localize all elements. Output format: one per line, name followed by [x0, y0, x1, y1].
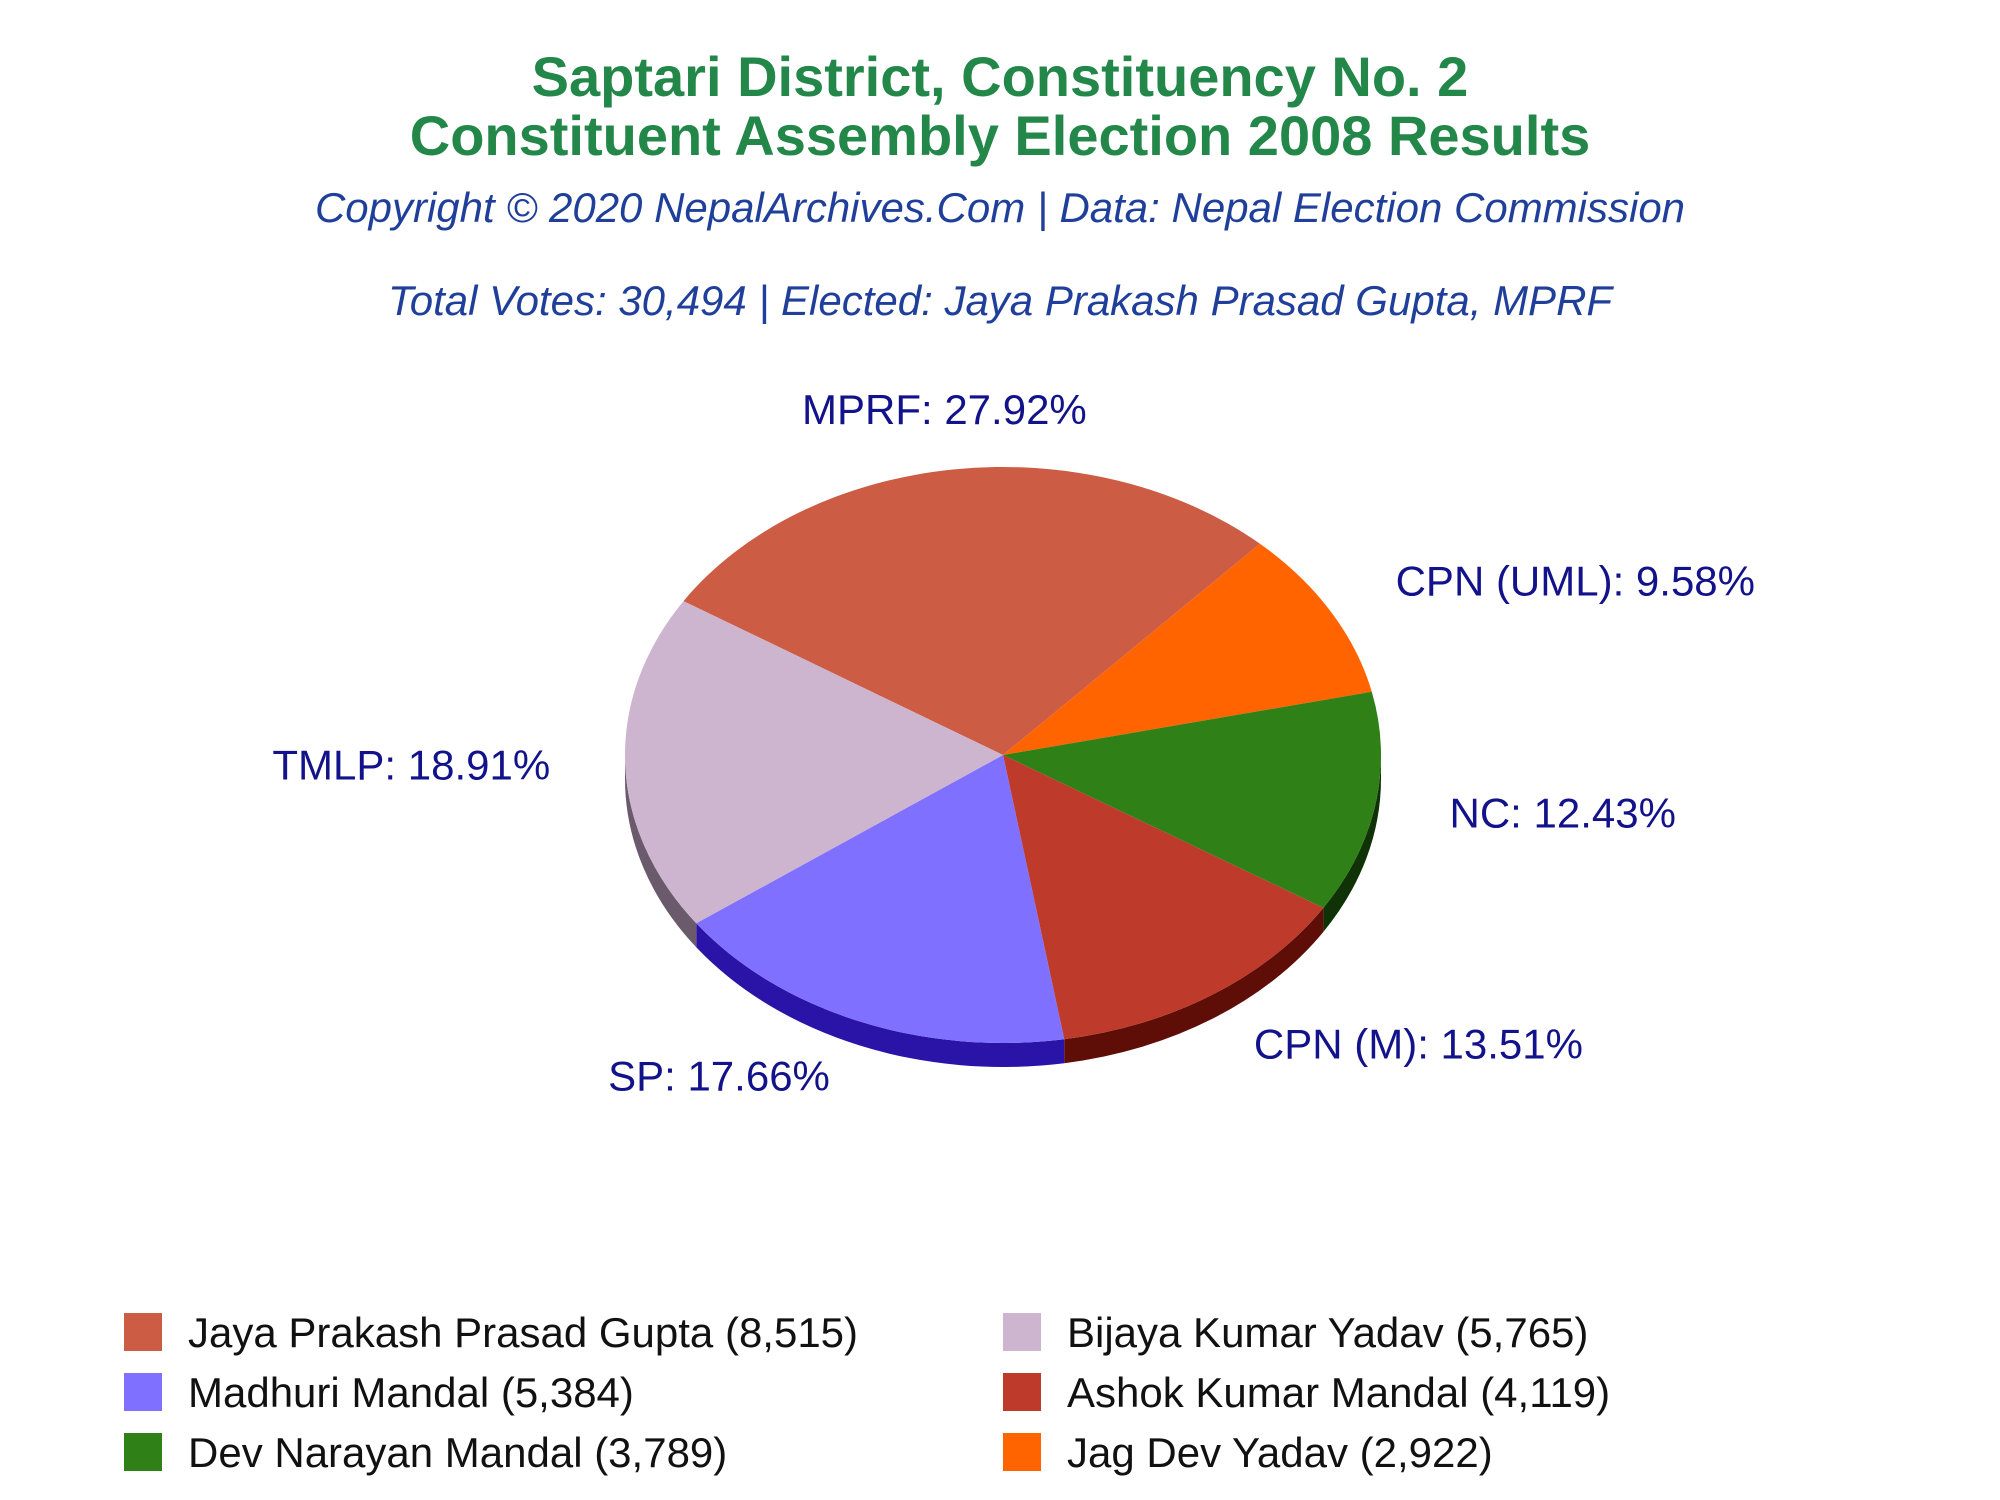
- slice-label-5: TMLP: 18.91%: [272, 742, 550, 789]
- legend-label-3: Ashok Kumar Mandal (4,119): [1067, 1369, 1610, 1416]
- pie-slice-3: [1003, 755, 1324, 1040]
- pie-side-4: [696, 923, 1065, 1067]
- legend-swatch-0: [124, 1313, 162, 1351]
- legend-label-0: Jaya Prakash Prasad Gupta (8,515): [188, 1309, 858, 1356]
- chart-subtitle: Copyright © 2020 NepalArchives.Com | Dat…: [315, 184, 1685, 232]
- pie-side-5: [625, 755, 697, 948]
- legend-swatch-3: [1003, 1373, 1041, 1411]
- pie-slices: [624, 466, 1381, 1043]
- slice-labels: MPRF: 27.92% CPN (UML): 9.58% NC: 12.43% CP…: [272, 386, 1755, 1100]
- chart-title-line-2: Constituent Assembly Election 2008 Resul…: [410, 104, 1590, 167]
- legend-swatch-4: [124, 1373, 162, 1411]
- chart-title-line-1: Saptari District, Constituency No. 2: [532, 45, 1469, 108]
- slice-label-3: CPN (M): 13.51%: [1254, 1021, 1583, 1068]
- pie-slice-0: [683, 466, 1260, 755]
- legend-label-2: Dev Narayan Mandal (3,789): [188, 1429, 727, 1476]
- legend-label-4: Madhuri Mandal (5,384): [188, 1369, 634, 1416]
- legend: Jaya Prakash Prasad Gupta (8,515) Bijaya …: [124, 1309, 1610, 1476]
- pie-slice-4: [696, 755, 1065, 1043]
- slice-label-4: SP: 17.66%: [608, 1053, 830, 1100]
- chart-summary: Total Votes: 30,494 | Elected: Jaya Prak…: [388, 277, 1614, 325]
- pie-side-2: [1323, 755, 1381, 932]
- legend-label-5: Bijaya Kumar Yadav (5,765): [1067, 1309, 1588, 1356]
- legend-swatch-2: [124, 1433, 162, 1471]
- slice-label-0: MPRF: 27.92%: [802, 386, 1087, 433]
- slice-label-2: NC: 12.43%: [1450, 790, 1676, 837]
- legend-swatch-1: [1003, 1433, 1041, 1471]
- pie-slice-5: [624, 601, 1003, 924]
- slice-label-1: CPN (UML): 9.58%: [1396, 557, 1755, 604]
- pie-slice-1: [1003, 543, 1372, 755]
- legend-swatch-5: [1003, 1313, 1041, 1351]
- pie-side-3: [1064, 907, 1324, 1064]
- pie-sides: [625, 755, 1381, 1067]
- legend-label-1: Jag Dev Yadav (2,922): [1067, 1429, 1493, 1476]
- pie-slice-2: [1003, 691, 1381, 908]
